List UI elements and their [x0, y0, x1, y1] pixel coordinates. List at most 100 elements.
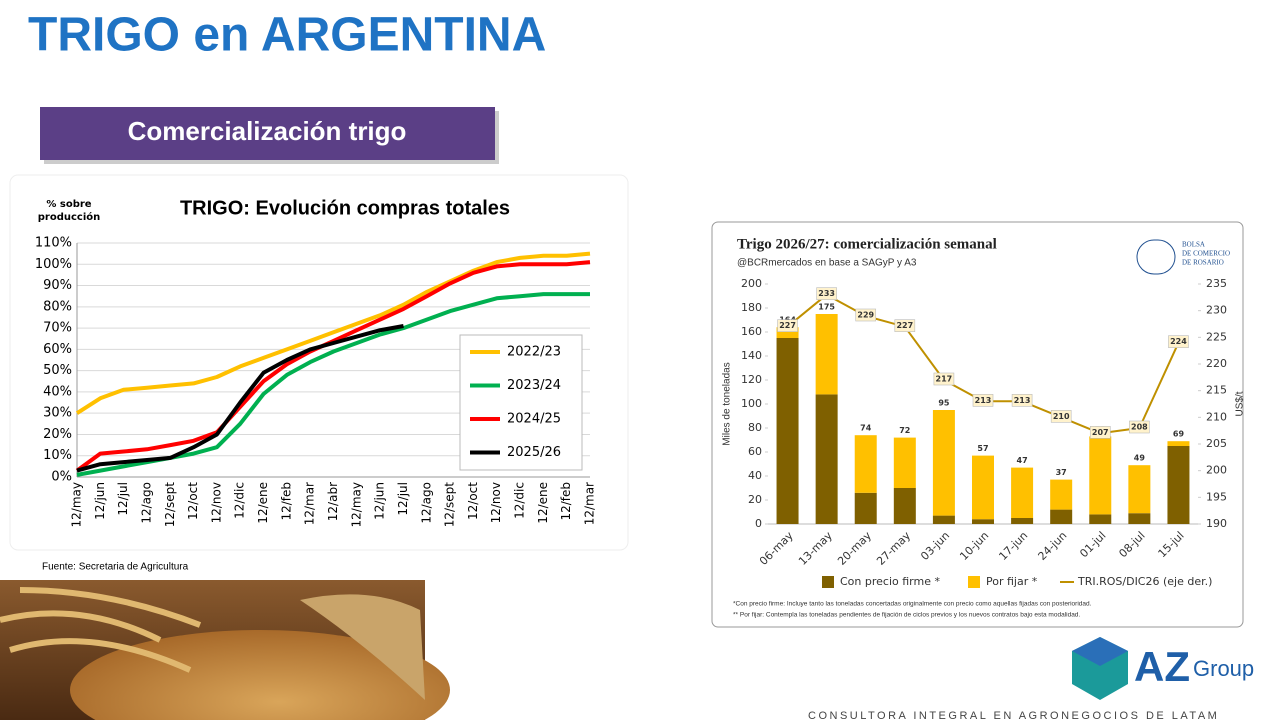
x-tick-label: 12/jun [93, 482, 107, 520]
brand-name: AZ [1134, 643, 1190, 690]
x-tick-label: 12/jul [116, 482, 130, 516]
bar-segment [1011, 467, 1034, 518]
bar-segment [776, 327, 799, 338]
legend-box [459, 334, 583, 471]
bar-total-label: 47 [1017, 456, 1028, 465]
bar-segment [1089, 514, 1112, 524]
brand-cube-top [1072, 637, 1128, 666]
y-tick-label: 70% [43, 321, 72, 336]
x-tick-label: 12/mar [583, 482, 597, 525]
y-axis-title: Miles de toneladas [722, 362, 733, 445]
bar-segment [1167, 446, 1190, 524]
legend-label: TRI.ROS/DIC26 (eje der.) [1077, 575, 1212, 588]
brand-tagline: CONSULTORA INTEGRAL EN AGRONEGOCIOS DE L… [808, 710, 1219, 720]
value-label: 229 [857, 311, 874, 320]
y-tick-label: 80 [748, 421, 762, 434]
chart-title: Trigo 2026/27: comercialización semanal [737, 236, 997, 252]
x-tick-label: 12/sept [163, 482, 177, 528]
legend-label: 2022/23 [507, 345, 561, 360]
bar-segment [1128, 513, 1151, 524]
x-tick-label: 12/nov [209, 482, 223, 523]
value-label-box [894, 319, 916, 332]
x-tick-label: 12/abr [326, 482, 340, 521]
x-tick-label: 12/nov [489, 482, 503, 523]
value-label: 224 [1170, 337, 1187, 346]
value-label-box [855, 308, 877, 322]
bcr-logo-text: BOLSA [1182, 241, 1205, 249]
y-tick-label: 10% [43, 448, 72, 463]
y-tick-label: 180 [741, 301, 762, 314]
bar-total-label: 49 [1134, 454, 1146, 463]
brand-suffix: Group [1193, 656, 1254, 681]
value-label-box [1011, 394, 1033, 407]
page-title: TRIGO en ARGENTINA [28, 9, 546, 62]
bar-total-label: 74 [860, 424, 872, 433]
series-line [76, 324, 404, 473]
legend-label: Por fijar * [986, 575, 1038, 588]
value-label: 217 [936, 375, 953, 384]
y-tick-label: 60% [43, 342, 72, 357]
value-label-box [1129, 420, 1150, 434]
x-tick-label: 12/dic [513, 482, 527, 519]
y-tick-label: 120 [741, 373, 762, 386]
value-label: 213 [975, 396, 992, 405]
x-tick-label: 12/jun [373, 482, 387, 520]
bar-total-label: 175 [818, 303, 835, 312]
y-tick-label: 50% [43, 363, 72, 378]
value-label: 233 [818, 289, 835, 298]
y-tick-label: 90% [43, 278, 72, 293]
legend-label: 2024/25 [507, 412, 561, 427]
bar-total-label: 72 [899, 426, 910, 435]
y2-tick-label: 215 [1206, 384, 1227, 397]
y2-tick-label: 220 [1206, 357, 1227, 370]
value-label: 208 [1131, 423, 1148, 432]
bar-segment [1050, 479, 1073, 510]
x-tick-label: 12/ago [139, 482, 153, 524]
x-tick-label: 12/oct [186, 482, 200, 520]
value-label-box [1050, 410, 1072, 423]
photo-grain [70, 630, 450, 720]
y-tick-label: 30% [43, 406, 72, 421]
value-label-box [972, 394, 994, 407]
banner [40, 107, 495, 160]
y-tick-label: 100 [741, 397, 762, 410]
bar-segment [932, 515, 955, 524]
series-line [75, 260, 591, 473]
value-label-box [1168, 335, 1189, 348]
bar-segment [776, 338, 799, 524]
bar-segment [815, 394, 838, 524]
bar-total-label: 95 [938, 399, 950, 408]
x-tick-label: 12/oct [466, 482, 480, 520]
value-label-box [933, 372, 955, 386]
y-tick-label: 110% [35, 236, 72, 251]
bar-segment [893, 488, 916, 524]
y2-tick-label: 225 [1206, 330, 1227, 343]
x-tick-label: 12/ene [536, 482, 550, 524]
photo-stalks [0, 587, 202, 673]
y-tick-label: 160 [741, 325, 762, 338]
y-tick-label: 60 [748, 445, 762, 458]
y-tick-label: 20 [748, 493, 762, 506]
value-label: 210 [1053, 412, 1070, 421]
bar-total-label: 69 [1173, 430, 1185, 439]
x-tick-label: 12/mar [303, 482, 317, 525]
bar-segment [854, 435, 877, 493]
x-tick-label: 12/jul [396, 482, 410, 516]
x-tick-label: 12/sept [443, 482, 457, 528]
legend-swatch [822, 576, 834, 588]
value-label: 207 [1092, 428, 1109, 437]
y2-tick-label: 235 [1206, 277, 1227, 290]
value-label: 213 [1014, 396, 1031, 405]
y-tick-label: 140 [741, 349, 762, 362]
bar-segment [1050, 509, 1073, 524]
footnote: *Con precio firme: Incluye tanto las ton… [733, 601, 1092, 608]
value-label-box [1089, 426, 1111, 439]
bar-segment [972, 455, 994, 520]
legend-label: Con precio firme * [840, 575, 940, 588]
chart-title: TRIGO: Evolución compras totales [180, 197, 510, 219]
legend-swatch [968, 576, 980, 588]
y-tick-label: 200 [741, 277, 762, 290]
value-label: 227 [779, 321, 796, 330]
bar-segment [1089, 436, 1112, 515]
value-label-box [777, 319, 798, 332]
